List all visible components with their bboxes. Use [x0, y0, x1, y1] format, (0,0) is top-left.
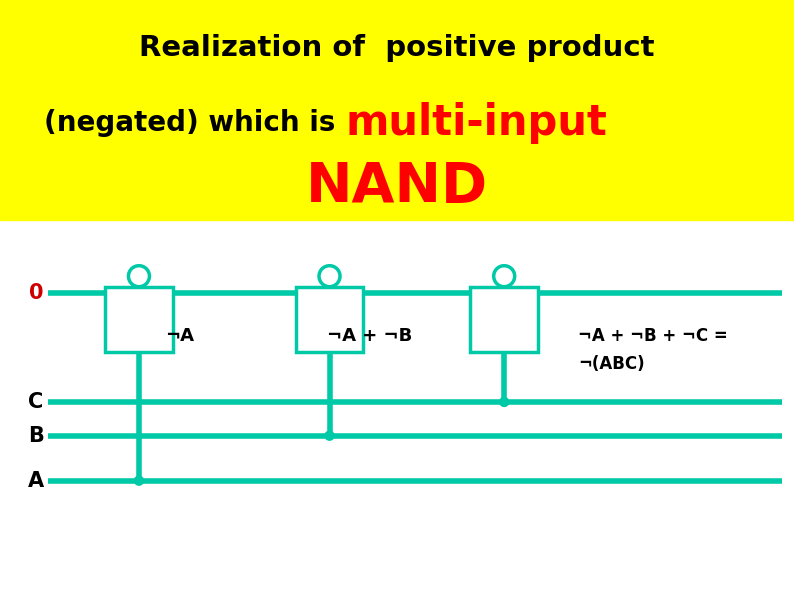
Text: 0: 0 — [29, 283, 44, 303]
Circle shape — [319, 266, 340, 287]
Text: B: B — [28, 425, 44, 446]
Text: (negated) which is: (negated) which is — [44, 109, 345, 137]
Circle shape — [494, 266, 515, 287]
Text: ¬A: ¬A — [165, 327, 194, 345]
Circle shape — [129, 266, 149, 287]
Bar — [105, 287, 173, 352]
Text: ¬(ABC): ¬(ABC) — [578, 355, 645, 373]
Text: C: C — [29, 392, 44, 412]
Circle shape — [134, 476, 144, 485]
Text: ¬A + ¬B + ¬C =: ¬A + ¬B + ¬C = — [578, 327, 728, 345]
Bar — [0, 0, 794, 220]
Text: ¬A + ¬B: ¬A + ¬B — [327, 327, 413, 345]
Bar — [295, 287, 363, 352]
Text: multi-input: multi-input — [345, 102, 607, 144]
Bar — [470, 287, 538, 352]
Circle shape — [325, 431, 334, 440]
Text: NAND: NAND — [306, 160, 488, 214]
Circle shape — [499, 397, 509, 406]
Text: Realization of  positive product: Realization of positive product — [139, 35, 655, 62]
Text: A: A — [28, 471, 44, 491]
